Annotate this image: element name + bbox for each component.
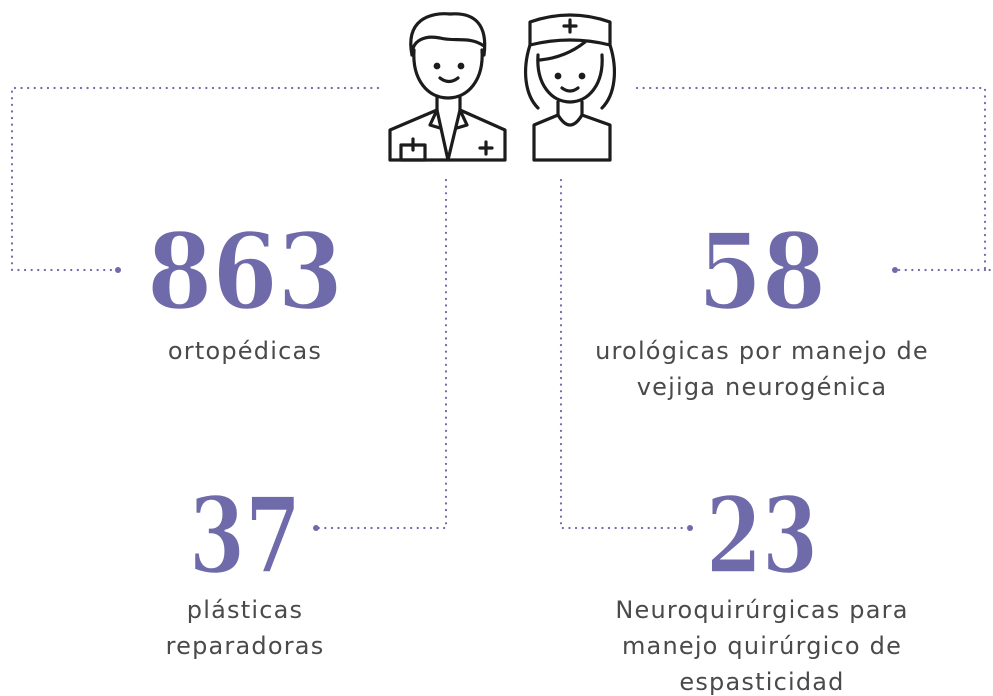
connector-dot [313,525,319,531]
stat-label: ortopédicas [168,337,322,365]
stat-number: 58 [698,210,826,333]
stat-label: vejiga neurogénica [637,373,887,401]
page: {"stats": [ {"number": "863", "label_lin… [0,0,993,696]
stat-label: manejo quirúrgico de [622,632,902,660]
stat-label: espasticidad [679,668,844,696]
stat-number: 863 [147,210,343,333]
stat-label: reparadoras [166,632,325,660]
stat-number: 37 [189,474,301,597]
infographic: 863 ortopédicas 58 urológicas por manejo de… [0,0,993,696]
stat-label: urológicas por manejo de [595,337,929,365]
stats: 863 ortopédicas 58 urológicas por manejo de… [147,210,929,696]
stat-label: Neuroquirúrgicas para [615,596,908,624]
doctor-icon [390,14,505,160]
nurse-icon [526,15,615,160]
stat-block: 58 urológicas por manejo de vejiga neurogé… [595,210,929,401]
stat-number: 23 [706,474,818,597]
connector-dot [115,267,121,273]
connector-dot [892,267,898,273]
stat-block: 863 ortopédicas [147,210,343,365]
stat-label: plásticas [187,596,303,624]
connector-dot [687,525,693,531]
